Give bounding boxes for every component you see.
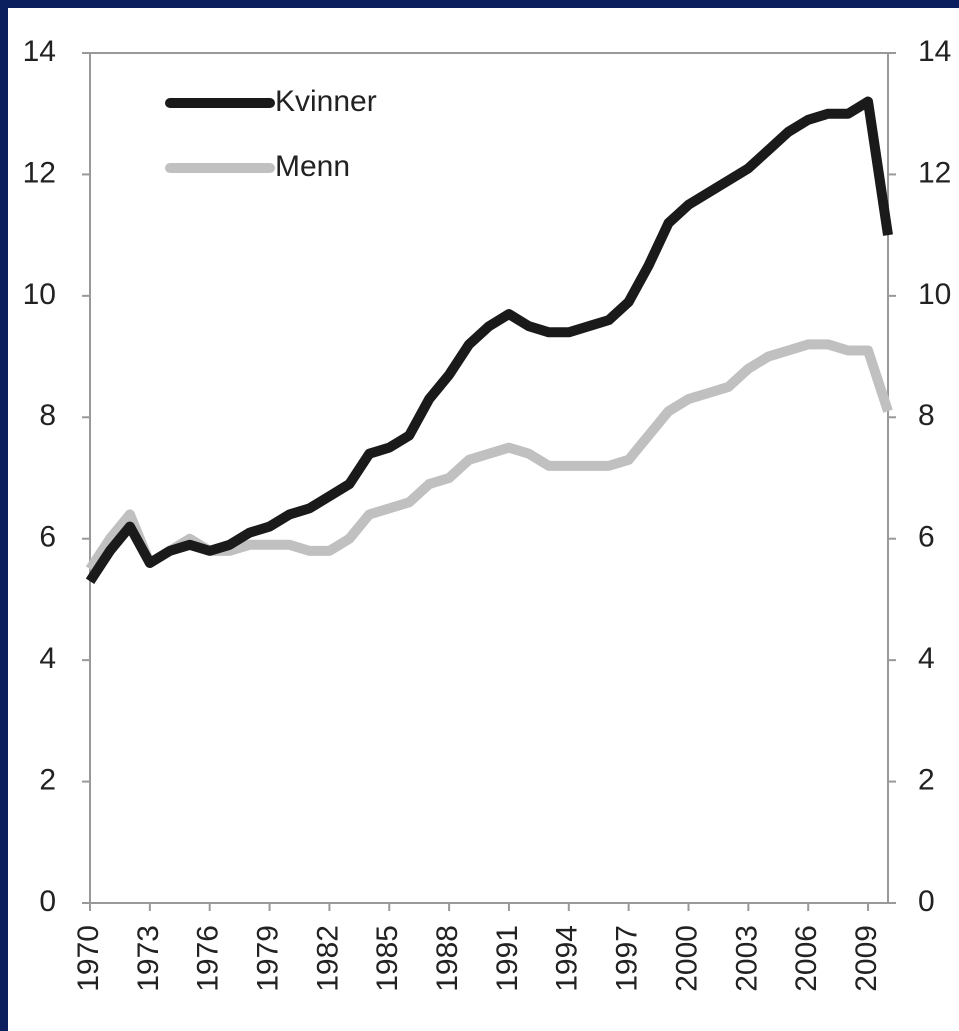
chart-panel (8, 8, 959, 1031)
y-tick-label: 0 (39, 885, 56, 918)
y-tick-label: 10 (23, 278, 56, 311)
x-tick-label: 1976 (192, 925, 225, 992)
x-tick-label: 1997 (611, 925, 644, 992)
x-tick-label: 2006 (790, 925, 823, 992)
legend-label: Menn (275, 150, 350, 183)
x-tick-label: 1985 (371, 925, 404, 992)
y2-tick-label: 4 (918, 642, 935, 675)
x-tick-label: 2009 (850, 925, 883, 992)
y2-tick-label: 6 (918, 521, 935, 554)
y2-tick-label: 8 (918, 399, 935, 432)
y-tick-label: 4 (39, 642, 56, 675)
y-tick-label: 6 (39, 521, 56, 554)
y-tick-label: 2 (39, 763, 56, 796)
x-tick-label: 2000 (670, 925, 703, 992)
y2-tick-label: 0 (918, 885, 935, 918)
legend-label: Kvinner (275, 85, 377, 118)
y-tick-label: 8 (39, 399, 56, 432)
y2-tick-label: 10 (918, 278, 951, 311)
y-tick-label: 14 (23, 35, 56, 68)
y-tick-label: 12 (23, 156, 56, 189)
line-series (85, 96, 893, 584)
x-tick-label: 1973 (132, 925, 165, 992)
x-tick-label: 2003 (730, 925, 763, 992)
x-tick-label: 1994 (551, 925, 584, 992)
y2-tick-label: 14 (918, 35, 951, 68)
x-tick-label: 1988 (431, 925, 464, 992)
y2-tick-label: 2 (918, 763, 935, 796)
x-tick-label: 1979 (251, 925, 284, 992)
y2-tick-label: 12 (918, 156, 951, 189)
x-tick-label: 1991 (491, 925, 524, 992)
x-tick-label: 1970 (72, 925, 105, 992)
x-tick-label: 1982 (311, 925, 344, 992)
